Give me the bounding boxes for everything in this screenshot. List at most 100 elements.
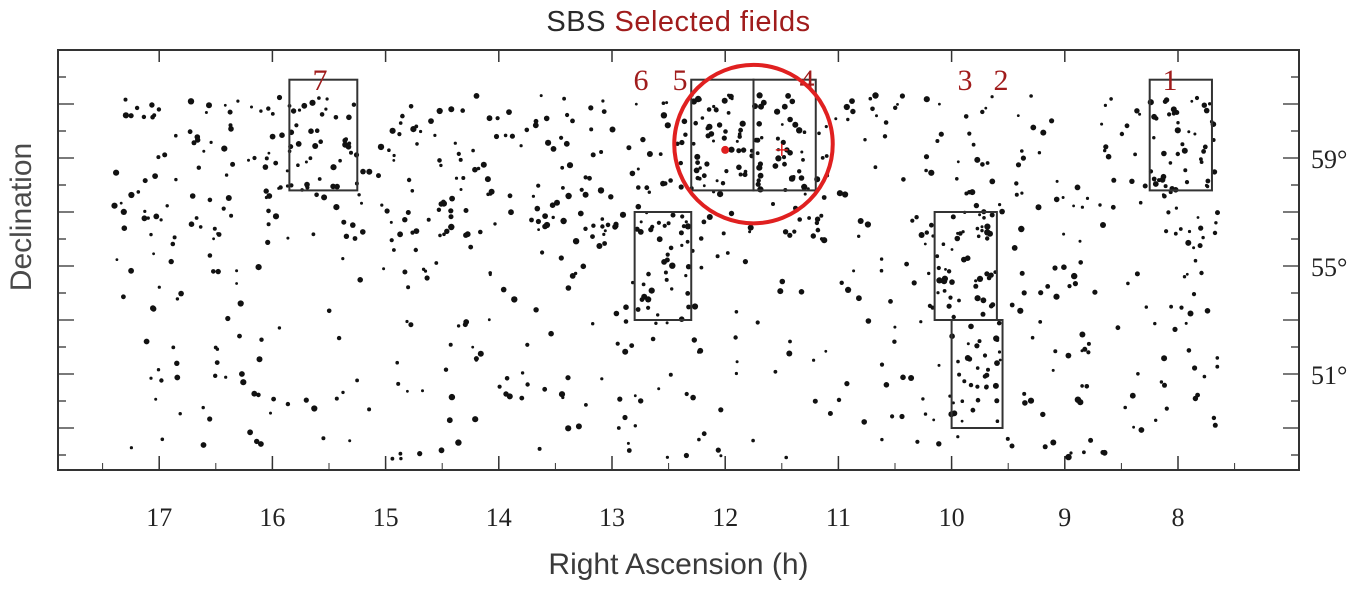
data-point (121, 294, 126, 300)
data-point (476, 166, 481, 171)
data-point (716, 122, 723, 128)
data-point (1169, 304, 1173, 309)
data-point (533, 118, 539, 124)
data-point (1185, 239, 1192, 246)
data-point (399, 456, 403, 461)
data-point (774, 108, 781, 115)
data-point (560, 165, 565, 170)
data-point (957, 298, 961, 303)
data-point (601, 109, 607, 114)
data-point (321, 194, 328, 201)
data-point (1085, 196, 1090, 200)
chart-title: SBS Selected fields (0, 6, 1357, 39)
data-point (247, 158, 250, 162)
y-axis-label: Declination (5, 142, 38, 292)
data-point (290, 108, 297, 114)
data-point (743, 169, 748, 174)
data-point (235, 269, 239, 273)
data-point (938, 102, 941, 106)
data-point (788, 339, 792, 344)
data-point (658, 152, 663, 157)
data-point (899, 93, 906, 99)
data-point (1078, 239, 1082, 243)
data-point (120, 208, 127, 215)
data-point (626, 441, 630, 445)
data-point (346, 114, 352, 121)
data-point (1192, 246, 1196, 250)
data-point (579, 187, 584, 192)
data-point (251, 390, 258, 397)
data-point (1164, 406, 1169, 411)
data-point (495, 116, 500, 121)
data-point (472, 416, 479, 423)
data-point (308, 156, 313, 161)
field-number-1: 1 (1163, 64, 1178, 97)
data-point (1138, 200, 1143, 205)
data-point (1192, 365, 1198, 371)
data-point (225, 315, 231, 322)
data-point (973, 202, 980, 209)
data-point (924, 230, 929, 235)
data-point (656, 220, 662, 225)
data-point (928, 169, 935, 176)
data-point (1074, 184, 1081, 191)
data-point (865, 318, 872, 324)
data-point (701, 431, 707, 437)
data-point (1098, 203, 1102, 207)
data-point (974, 343, 980, 349)
data-point (648, 227, 654, 233)
data-point (269, 133, 276, 140)
data-point (142, 178, 148, 184)
data-point (462, 322, 468, 328)
data-point (202, 149, 206, 153)
data-point (1021, 290, 1027, 296)
data-point (738, 127, 743, 133)
data-point (989, 178, 996, 185)
data-point (827, 411, 833, 416)
data-point (1201, 149, 1206, 154)
data-point (814, 220, 820, 226)
data-point (670, 287, 674, 291)
data-point (986, 275, 992, 281)
data-point (415, 142, 419, 146)
data-point (345, 144, 352, 150)
data-point (551, 215, 555, 220)
data-point (812, 398, 818, 404)
data-point (1100, 222, 1106, 228)
data-point (603, 229, 607, 233)
data-point (175, 297, 180, 301)
data-point (314, 192, 319, 198)
data-point (1016, 114, 1020, 117)
data-point (559, 135, 564, 140)
data-point (879, 268, 884, 273)
data-point (563, 140, 570, 147)
field-number-2: 2 (994, 64, 1009, 97)
data-point (273, 160, 279, 166)
data-point (456, 324, 461, 328)
data-point (583, 226, 588, 231)
data-point (212, 226, 217, 231)
data-point (626, 448, 632, 453)
data-point (819, 213, 824, 218)
data-point (980, 109, 985, 115)
data-point (195, 137, 201, 143)
data-point (259, 109, 263, 113)
data-point (974, 295, 981, 302)
data-point (760, 136, 764, 140)
data-point (1138, 427, 1145, 433)
data-point (975, 397, 981, 403)
data-point (1153, 321, 1157, 326)
data-point (258, 441, 264, 447)
data-point (1198, 225, 1204, 231)
data-point (756, 121, 762, 127)
data-point (701, 219, 707, 225)
data-point (873, 165, 878, 170)
data-point (683, 132, 688, 137)
data-point (782, 161, 787, 167)
data-point (1038, 320, 1043, 324)
data-point (348, 439, 352, 443)
data-point (836, 397, 842, 403)
data-point (448, 214, 454, 220)
data-point (189, 193, 196, 199)
data-point (1202, 374, 1207, 379)
